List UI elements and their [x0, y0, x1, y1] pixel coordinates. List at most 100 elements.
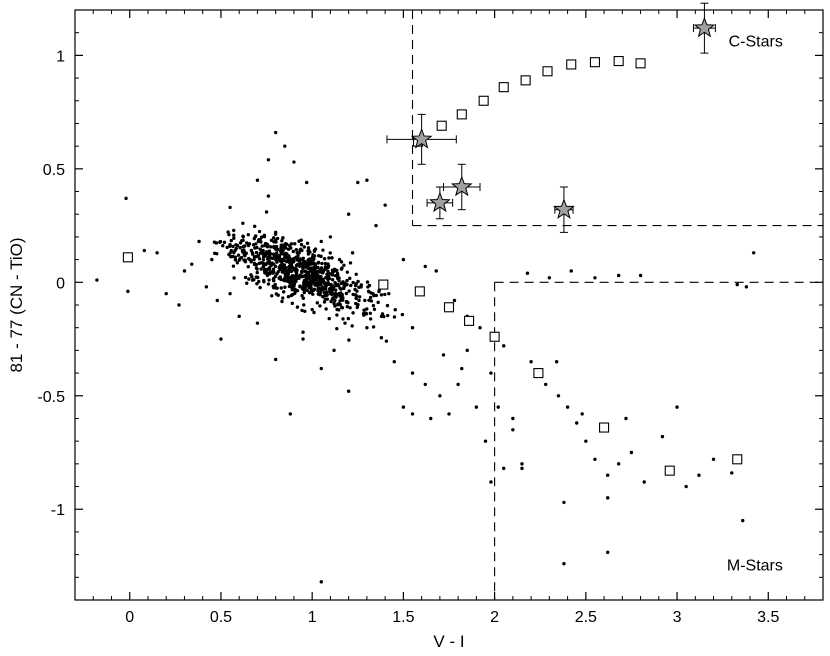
field-star-point: [355, 305, 359, 310]
field-star-point: [341, 317, 345, 321]
field-star-point: [392, 360, 396, 364]
field-star-point: [142, 248, 147, 253]
field-star-point: [274, 292, 279, 296]
x-tick-label: 2: [490, 609, 499, 626]
field-star-point: [287, 264, 292, 268]
model-track-points: [122, 56, 743, 476]
field-star-point: [638, 273, 643, 278]
model-track-square: [443, 302, 455, 313]
field-star-point: [323, 297, 327, 301]
field-star-point: [241, 235, 246, 239]
field-star-point: [306, 270, 311, 275]
field-star-point: [278, 249, 283, 253]
carbon-star-points: [386, 2, 716, 233]
model-track-square: [122, 252, 133, 263]
field-star-point: [410, 325, 415, 330]
field-star-point: [289, 246, 293, 250]
field-star-point: [606, 550, 610, 555]
field-star-point: [252, 257, 256, 262]
field-star-point: [313, 276, 317, 280]
field-star-point: [474, 405, 479, 409]
field-star-point: [328, 251, 332, 255]
field-star-point: [337, 257, 342, 262]
field-star-point: [423, 264, 427, 269]
field-star-point: [273, 274, 278, 279]
field-star-point: [339, 267, 344, 271]
field-star-point: [368, 295, 373, 300]
field-star-point: [289, 242, 294, 246]
field-star-point: [246, 243, 251, 248]
field-star-point: [460, 366, 464, 371]
field-star-point: [295, 251, 299, 255]
field-star-point: [291, 292, 295, 297]
field-star-point: [368, 317, 373, 321]
field-star-point: [234, 246, 238, 251]
carbon-star-marker: [429, 191, 451, 213]
x-tick-label: 2.5: [575, 609, 597, 626]
field-star-point: [289, 280, 294, 284]
field-star-point: [177, 303, 181, 307]
field-star-point: [305, 288, 309, 293]
field-star-point: [303, 309, 307, 313]
field-star-point: [317, 283, 321, 287]
field-star-point: [271, 252, 276, 256]
field-star-point: [246, 265, 250, 269]
field-star-point: [243, 244, 247, 248]
field-star-point: [565, 405, 570, 409]
field-star-point: [257, 257, 262, 261]
field-star-point: [296, 254, 300, 258]
field-star-point: [155, 251, 159, 255]
field-star-point: [256, 275, 260, 280]
field-star-point: [271, 277, 276, 281]
field-star-point: [332, 348, 336, 353]
field-star-point: [337, 308, 341, 312]
field-star-point: [340, 306, 345, 310]
field-star-point: [242, 252, 247, 257]
y-tick-label: -1: [51, 502, 65, 519]
field-star-point: [271, 256, 275, 260]
field-star-point: [346, 389, 351, 393]
field-star-point: [302, 303, 306, 307]
field-star-point: [357, 295, 362, 299]
field-star-point: [362, 313, 366, 317]
field-star-point: [335, 313, 339, 317]
field-star-point: [309, 266, 314, 270]
field-star-point: [304, 275, 308, 280]
field-star-point: [751, 251, 756, 255]
field-star-point: [267, 278, 271, 282]
field-star-point: [385, 303, 390, 308]
field-star-point: [584, 439, 588, 443]
field-star-point: [354, 282, 358, 286]
field-star-point: [660, 434, 665, 439]
field-star-point: [343, 321, 347, 325]
field-star-point: [367, 289, 371, 294]
field-star-point: [386, 313, 390, 318]
field-star-point: [239, 255, 244, 260]
model-track-square: [542, 66, 553, 77]
field-star-point: [323, 281, 327, 285]
field-star-point: [502, 466, 506, 471]
field-star-point: [379, 293, 384, 297]
y-axis-title: 81 - 77 (CN - TiO): [7, 237, 26, 372]
field-star-point: [351, 292, 355, 297]
field-star-point: [593, 457, 597, 462]
field-star-point: [502, 344, 506, 348]
field-star-point: [288, 412, 292, 416]
field-star-point: [319, 290, 323, 294]
field-star-point: [267, 266, 271, 270]
field-star-point: [280, 270, 284, 274]
carbon-star-marker: [410, 127, 433, 149]
field-star-point: [268, 251, 272, 256]
field-star-point: [310, 270, 314, 275]
field-star-point: [278, 276, 282, 281]
field-star-point: [624, 416, 628, 421]
model-track-square: [613, 56, 624, 67]
field-star-point: [326, 274, 331, 279]
field-star-point: [321, 270, 325, 274]
x-tick-label: 3.5: [757, 609, 779, 626]
field-star-point: [275, 272, 279, 276]
field-star-point: [306, 266, 310, 271]
x-tick-label: 3: [673, 609, 682, 626]
field-star-point: [365, 280, 370, 284]
